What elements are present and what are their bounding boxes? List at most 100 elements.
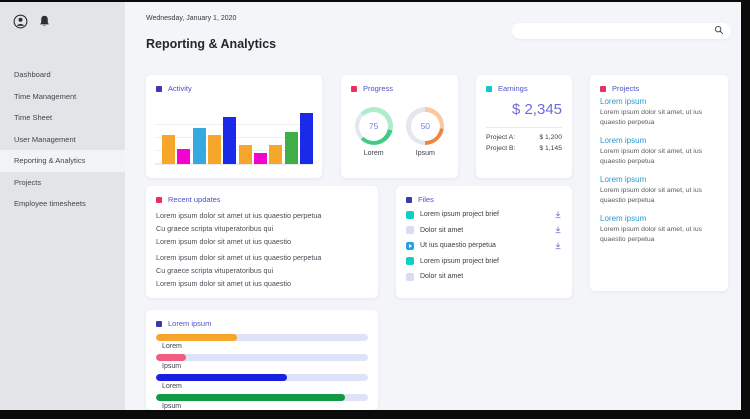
files-card-title: Files	[418, 195, 434, 204]
project-link[interactable]: Lorem ipsum	[600, 136, 647, 146]
activity-bar	[300, 113, 313, 164]
progress-donut-charts: 75 Lorem 50 Ipsum	[341, 107, 458, 157]
earnings-total: $ 2,345	[511, 101, 562, 118]
activity-bar	[192, 128, 206, 164]
update-line: Lorem ipsum dolor sit amet ut ius quaest…	[156, 211, 322, 220]
sidebar-item-reporting-analytics[interactable]: Reporting & Analytics	[0, 150, 125, 172]
sidebar-nav: Dashboard Time Management Time Sheet User M…	[0, 64, 125, 215]
file-row[interactable]: Dolor sit amet	[406, 223, 562, 239]
earnings-card-title: Earnings	[498, 84, 528, 93]
projects-list: Lorem ipsum Lorem ipsum dolor sit amet, u…	[590, 93, 728, 257]
sidebar-item-time-management[interactable]: Time Management	[14, 91, 77, 101]
sidebar-item-time-sheet[interactable]: Time Sheet	[14, 113, 53, 122]
recent-updates-card-icon	[156, 196, 162, 203]
download-icon[interactable]	[554, 226, 562, 234]
search-bar[interactable]	[512, 23, 731, 39]
activity-card: Activity	[146, 75, 322, 178]
file-label: Lorem ipsum project brief	[420, 257, 499, 265]
update-line: Lorem ipsum dolor sit amet ut ius quaest…	[156, 253, 322, 262]
earnings-card-icon	[486, 85, 492, 92]
hbar-row: Ipsum	[156, 394, 368, 410]
progress-card: Progress 75 Lorem 50 Ipsum	[341, 75, 458, 178]
activity-bar	[254, 153, 267, 164]
donut-ring: 75	[354, 107, 393, 145]
hbar-track	[156, 334, 368, 341]
activity-card-icon	[156, 85, 162, 92]
hbar-fill	[156, 354, 186, 361]
activity-card-title: Activity	[168, 84, 192, 93]
notifications-bell-icon[interactable]	[37, 14, 52, 29]
earnings-row: Project B: $ 1,145	[476, 144, 572, 155]
user-avatar-icon[interactable]	[13, 14, 28, 29]
files-card: Files Lorem ipsum project brief Dolor sit…	[396, 186, 572, 298]
project-description: Lorem ipsum dolor sit amet, ut ius quaes…	[600, 109, 702, 126]
progress-donut-lorem: 75 Lorem	[354, 107, 393, 157]
recent-updates-card: Recent updates Lorem ipsum dolor sit ame…	[146, 186, 378, 298]
activity-bar-chart	[155, 113, 313, 165]
activity-bar	[284, 132, 298, 164]
hbar-label: Lorem	[162, 343, 182, 350]
main-content: Wednesday, January 1, 2020 Reporting & A…	[125, 2, 741, 410]
file-label: Ut ius quaestio perpetua	[420, 242, 496, 250]
project-item: Lorem ipsum Lorem ipsum dolor sit amet, u…	[600, 214, 718, 244]
lorem-ipsum-card-icon	[156, 320, 162, 327]
file-row[interactable]: Lorem ipsum project brief	[406, 207, 562, 223]
download-icon[interactable]	[554, 211, 562, 219]
projects-card-title: Projects	[612, 84, 640, 93]
horizontal-bar-chart: Lorem Ipsum Lorem Ipsum	[146, 328, 378, 410]
earnings-row-value: $ 1,200	[539, 134, 562, 141]
sidebar-item-projects[interactable]: Projects	[14, 177, 42, 187]
activity-bar	[208, 135, 221, 164]
earnings-row-label: Project B:	[486, 144, 516, 152]
earnings-divider	[486, 127, 562, 128]
donut-value: 50	[420, 121, 431, 131]
activity-bar	[223, 117, 237, 164]
progress-card-title: Progress	[363, 84, 394, 93]
file-label: Dolor sit amet	[420, 226, 464, 234]
project-link[interactable]: Lorem ipsum	[600, 175, 647, 185]
files-list: Lorem ipsum project brief Dolor sit amet U…	[396, 204, 572, 288]
sidebar: Dashboard Time Management Time Sheet User M…	[0, 2, 125, 410]
activity-bar	[269, 144, 283, 164]
document-file-icon	[406, 257, 414, 266]
earnings-row-label: Project A:	[486, 134, 516, 141]
recent-updates-card-title: Recent updates	[168, 195, 221, 204]
hbar-label: Ipsum	[162, 363, 182, 370]
project-item: Lorem ipsum Lorem ipsum dolor sit amet, u…	[600, 136, 718, 166]
earnings-card: Earnings $ 2,345 Project A: $ 1,200 Projec…	[476, 75, 572, 178]
search-icon[interactable]	[714, 22, 724, 40]
file-row[interactable]: Lorem ipsum project brief	[406, 254, 562, 270]
earnings-row: Project A: $ 1,200	[476, 133, 572, 144]
sidebar-item-user-management[interactable]: User Management	[14, 134, 76, 144]
lorem-ipsum-hbar-card: Lorem ipsum Lorem Ipsum Lorem Ipsum	[146, 310, 378, 410]
update-line: Cu graece scripta vituperatoribus qui	[156, 224, 274, 233]
download-icon[interactable]	[554, 242, 562, 250]
file-label: Lorem ipsum project brief	[420, 211, 499, 219]
page-title: Reporting & Analytics	[146, 37, 277, 51]
sidebar-item-dashboard[interactable]: Dashboard	[14, 70, 51, 79]
project-description: Lorem ipsum dolor sit amet, ut ius quaes…	[600, 148, 702, 165]
project-description: Lorem ipsum dolor sit amet, ut ius quaes…	[600, 226, 702, 243]
file-label: Dolor sit amet	[420, 273, 464, 281]
activity-bar	[177, 148, 191, 164]
earnings-row-value: $ 1,145	[539, 144, 562, 152]
project-link[interactable]: Lorem ipsum	[600, 214, 647, 224]
hbar-track	[156, 354, 368, 361]
progress-donut-ipsum: 50 Ipsum	[406, 107, 445, 157]
donut-value: 75	[368, 121, 379, 131]
activity-bar	[162, 135, 175, 164]
sidebar-item-employee-timesheets[interactable]: Employee timesheets	[14, 199, 86, 208]
file-row[interactable]: Ut ius quaestio perpetua	[406, 238, 562, 254]
sidebar-top-icons	[13, 14, 52, 29]
project-item: Lorem ipsum Lorem ipsum dolor sit amet, u…	[600, 97, 718, 127]
hbar-row: Ipsum	[156, 354, 368, 370]
activity-bar	[238, 144, 252, 164]
video-file-icon	[406, 241, 414, 250]
file-row[interactable]: Dolor sit amet	[406, 269, 562, 285]
donut-ring: 50	[406, 107, 445, 145]
lorem-ipsum-card-title: Lorem ipsum	[168, 319, 212, 328]
hbar-label: Ipsum	[162, 403, 182, 410]
update-line: Cu graece scripta vituperatoribus qui	[156, 266, 274, 275]
files-card-icon	[406, 196, 412, 203]
project-link[interactable]: Lorem ipsum	[600, 97, 647, 106]
